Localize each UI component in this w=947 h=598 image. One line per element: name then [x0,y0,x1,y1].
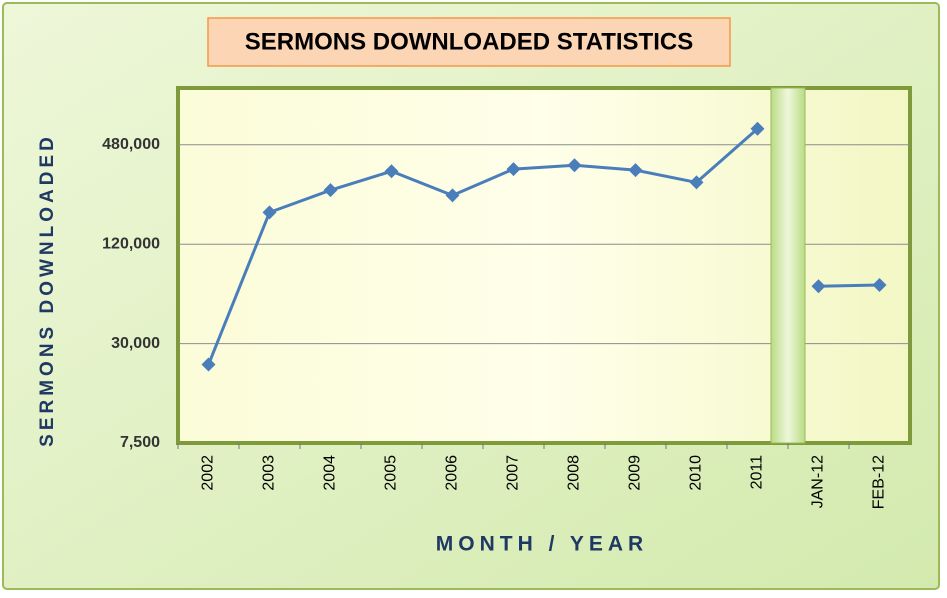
marker [201,357,216,372]
break-band [770,87,806,444]
marker [872,278,887,293]
marker [689,175,704,190]
marker [628,163,643,178]
x-tick-label: 2010 [688,455,705,491]
x-tick-label: 2004 [322,455,339,491]
x-tick-label: 2008 [566,455,583,491]
chart-title: SERMONS DOWNLOADED STATISTICS [245,28,693,55]
y-tick-label: 7,500 [120,434,160,451]
x-axis-label: MONTH / YEAR [436,533,648,556]
x-tick-label: 2005 [383,455,400,491]
marker [506,162,521,177]
marker [811,279,826,294]
line [207,127,880,366]
x-tick-label: 2011 [749,455,766,490]
y-tick-label: 120,000 [102,235,160,252]
marker [750,121,765,136]
x-tick-label: 2003 [261,455,278,491]
marker [567,158,582,173]
marker [445,188,460,203]
x-tick-label: JAN-12 [810,455,827,508]
x-tick-label: 2006 [444,455,461,491]
title-box [207,17,731,67]
x-tick-label: 2002 [200,455,217,491]
marker [323,183,338,198]
marker [262,205,277,220]
y-axis-label: SERMONS DOWNLOADED [37,133,58,447]
x-tick-label: FEB-12 [871,455,888,509]
marker [384,164,399,179]
plot-content: 7,500 30,000 120,000 480,000 2002 2003 2004 200… [102,87,910,509]
x-tick-label: 2007 [505,455,522,491]
y-tick-label: 30,000 [111,335,160,352]
x-tick-label: 2009 [627,455,644,491]
y-tick-label: 480,000 [102,136,160,153]
